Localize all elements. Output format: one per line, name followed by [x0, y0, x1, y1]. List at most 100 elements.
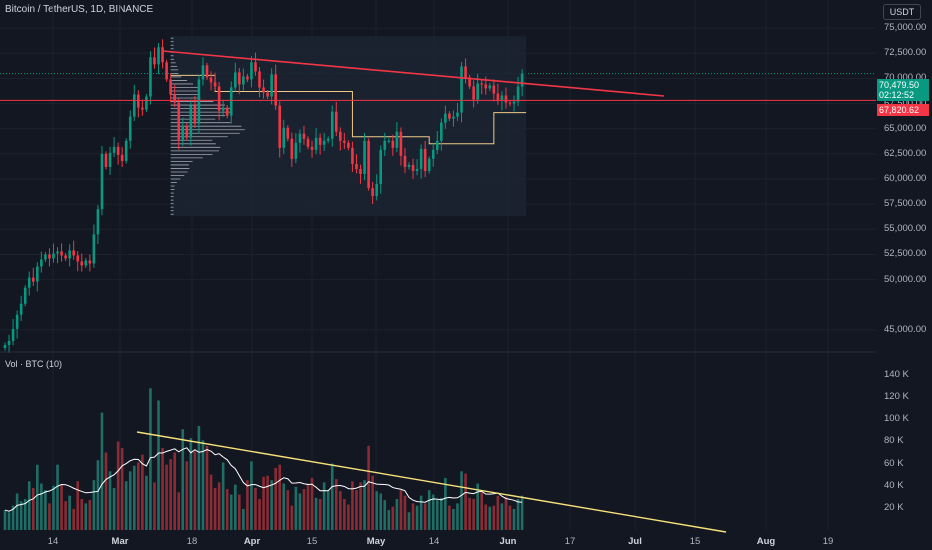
- volume-tick-label: 20 K: [884, 501, 904, 513]
- volume-bar: [379, 493, 383, 530]
- price-tick-label: 62,500.00: [884, 147, 927, 159]
- volume-bar: [246, 480, 249, 530]
- candle-body: [193, 105, 197, 124]
- candle-body: [516, 86, 520, 102]
- candle-body: [262, 87, 265, 93]
- candle-body: [185, 125, 189, 138]
- volume-bar: [92, 480, 96, 530]
- volume-bar: [169, 459, 172, 530]
- price-tick-label: 67,500.00: [884, 98, 926, 109]
- candle-body: [225, 107, 229, 116]
- candle-body: [456, 112, 459, 117]
- candle-body: [92, 234, 96, 264]
- volume-bar: [238, 494, 241, 530]
- date-tick-label: Apr: [243, 536, 261, 547]
- candle-body: [84, 260, 88, 266]
- volume-bar: [411, 503, 415, 530]
- volume-bar: [480, 492, 484, 530]
- volume-bar: [367, 445, 370, 530]
- volume-bar: [278, 464, 282, 530]
- volume-bar: [3, 510, 7, 530]
- candle-body: [76, 255, 80, 262]
- volume-bar: [508, 505, 512, 530]
- volume-bar: [270, 480, 273, 530]
- volume-bar: [36, 464, 39, 530]
- volume-bar: [476, 483, 479, 530]
- volume-bar: [472, 498, 475, 530]
- volume-bar: [359, 482, 362, 530]
- volume-bar: [423, 503, 427, 530]
- volume-tick-label: 100 K: [884, 413, 909, 425]
- volume-bar: [23, 498, 27, 530]
- volume-bar: [286, 490, 290, 530]
- candle-body: [48, 254, 51, 259]
- volume-bar: [488, 506, 492, 530]
- candle-body: [60, 251, 63, 256]
- volume-bar: [201, 440, 205, 530]
- date-tick-label: Jul: [628, 536, 642, 547]
- candle-body: [367, 140, 370, 189]
- volume-bar: [250, 461, 253, 530]
- volume-bar: [84, 503, 88, 530]
- volume-bar: [112, 487, 116, 530]
- last-price-value: 70,479.50: [879, 80, 920, 90]
- volume-bar: [209, 474, 213, 530]
- date-tick-label: 15: [689, 536, 701, 547]
- candle-body: [310, 146, 314, 150]
- volume-bar: [460, 471, 463, 530]
- volume-bar: [242, 508, 245, 530]
- volume-bar: [116, 441, 120, 530]
- volume-bar: [363, 480, 366, 530]
- date-tick-label: Mar: [111, 536, 129, 547]
- volume-bar: [233, 484, 237, 530]
- candle-body: [96, 209, 100, 235]
- candle-body: [500, 95, 504, 101]
- candle-body: [391, 140, 395, 148]
- candle-body: [242, 76, 245, 85]
- candle-body: [444, 113, 447, 123]
- volume-bar: [355, 490, 358, 530]
- price-tick-label: 60,000.00: [884, 173, 927, 184]
- volume-bar: [19, 501, 23, 530]
- candle-body: [496, 93, 500, 101]
- candle-body: [298, 133, 302, 143]
- currency-button[interactable]: USDT: [883, 4, 921, 20]
- candle-body: [153, 57, 156, 65]
- volume-bar: [298, 493, 302, 530]
- candle-body: [40, 259, 43, 267]
- candle-body: [11, 328, 15, 341]
- candle-body: [221, 107, 225, 111]
- date-tick-label: 19: [822, 536, 834, 547]
- candle-body: [448, 113, 451, 119]
- candle-body: [124, 140, 128, 161]
- candle-body: [157, 47, 160, 65]
- volume-bar: [128, 471, 132, 530]
- date-tick-label: 14: [428, 536, 440, 547]
- candle-body: [411, 164, 415, 171]
- candle-body: [15, 314, 19, 329]
- volume-bar: [371, 475, 374, 530]
- date-tick-label: 17: [564, 536, 576, 547]
- volume-bar: [435, 500, 439, 530]
- candle-body: [36, 266, 39, 282]
- volume-bar: [444, 477, 447, 530]
- candle-body: [88, 260, 92, 264]
- price-tick-label: 75,000.00: [884, 22, 927, 34]
- candle-body: [72, 250, 75, 256]
- volume-bar: [11, 505, 15, 530]
- volume-bar: [407, 512, 411, 530]
- volume-bar: [314, 497, 318, 530]
- candle-body: [108, 152, 112, 167]
- volume-bar: [137, 462, 140, 530]
- volume-bar: [326, 491, 330, 530]
- candle-body: [44, 254, 47, 260]
- candle-body: [149, 57, 152, 97]
- candle-body: [274, 74, 277, 106]
- candle-body: [189, 105, 193, 138]
- volume-bar: [395, 498, 399, 530]
- date-tick-label: 15: [306, 536, 318, 547]
- date-tick-label: Aug: [756, 536, 776, 547]
- volume-bar: [318, 498, 322, 530]
